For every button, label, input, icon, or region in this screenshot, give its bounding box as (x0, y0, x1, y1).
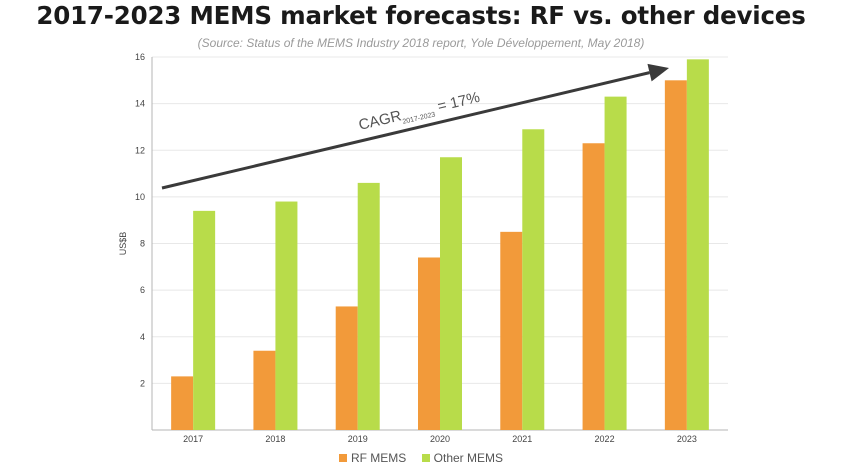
x-tick-label: 2018 (265, 434, 285, 444)
legend-label-rf: RF MEMS (350, 451, 407, 465)
legend-label-other: Other MEMS (433, 451, 504, 465)
legend: RF MEMS Other MEMS (0, 451, 842, 465)
y-tick-label: 6 (140, 285, 145, 295)
y-tick-label: 8 (140, 239, 145, 249)
cagr-arrow-line (161, 71, 650, 190)
y-tick-label: 4 (140, 332, 145, 342)
x-tick-label: 2019 (348, 434, 368, 444)
bar-rf-mems (335, 306, 358, 430)
bar-other-mems (275, 201, 298, 430)
bar-other-mems (440, 157, 462, 430)
x-tick-label: 2017 (183, 434, 203, 444)
y-axis-label: US$B (118, 232, 128, 256)
chart-title: 2017-2023 MEMS market forecasts: RF vs. … (36, 1, 806, 30)
cagr-label: CAGR (357, 107, 403, 134)
bar-rf-mems (171, 376, 194, 430)
bar-other-mems (357, 182, 380, 430)
cagr-arrow-head (647, 63, 669, 82)
x-tick-label: 2020 (430, 434, 450, 444)
bar-rf-mems (500, 231, 523, 430)
bar-rf-mems (582, 143, 605, 430)
y-tick-label: 16 (135, 52, 145, 62)
bar-rf-mems (253, 350, 276, 430)
bar-other-mems (686, 59, 709, 431)
legend-swatch-other (421, 454, 430, 462)
cagr-annotation: CAGR2017-2023 = 17% (357, 89, 482, 136)
legend-swatch-rf (338, 454, 347, 462)
y-tick-label: 10 (135, 192, 145, 202)
y-tick-label: 12 (135, 145, 145, 155)
bar-rf-mems (418, 257, 440, 430)
y-tick-label: 2 (140, 378, 145, 388)
chart-subtitle: (Source: Status of the MEMS Industry 201… (197, 36, 645, 50)
y-tick-label: 14 (135, 99, 145, 109)
bar-other-mems (193, 210, 216, 430)
bar-rf-mems (664, 80, 687, 430)
legend-item-rf: RF MEMS (338, 451, 407, 465)
x-tick-label: 2022 (595, 434, 615, 444)
bar-other-mems (522, 129, 545, 431)
cagr-value: = 17% (432, 89, 482, 116)
legend-item-other: Other MEMS (421, 451, 504, 465)
x-tick-label: 2023 (677, 434, 697, 444)
bar-other-mems (604, 96, 627, 430)
x-tick-label: 2021 (512, 434, 532, 444)
